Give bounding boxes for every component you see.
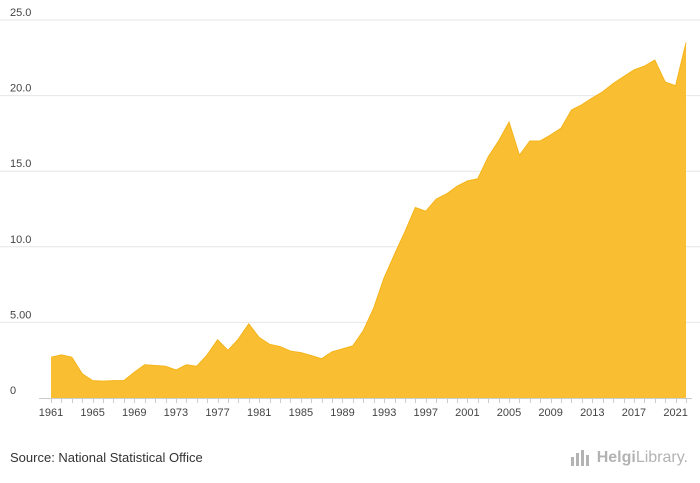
x-tick-label: 2013 — [580, 407, 604, 419]
x-tick-label: 2001 — [455, 407, 479, 419]
x-tick-label: 2005 — [497, 407, 521, 419]
helgi-library-logo: HelgiLibrary. — [570, 449, 688, 467]
series-line — [50, 42, 687, 382]
brand-bold: Helgi — [596, 449, 636, 466]
source-note: Source: National Statistical Office — [10, 450, 203, 465]
y-axis: 0 5.00 10.0 15.0 20.0 25.0 — [10, 7, 31, 397]
x-tick-label: 1961 — [39, 407, 63, 419]
x-axis: 1961 1965 1969 1973 1977 1981 1985 1989 1993 1997… — [39, 398, 692, 419]
x-tick-label: 2017 — [622, 407, 646, 419]
y-tick-label: 10.0 — [10, 234, 31, 246]
brand-rest: Library. — [635, 449, 688, 466]
x-tick-label: 1993 — [372, 407, 396, 419]
x-tick-label: 1981 — [247, 407, 271, 419]
x-tick-label: 1989 — [330, 407, 354, 419]
plot-area — [50, 42, 687, 399]
library-logo-icon — [570, 450, 593, 466]
y-tick-label: 15.0 — [10, 158, 31, 170]
x-tick-label: 1965 — [80, 407, 104, 419]
y-tick-label: 5.00 — [10, 309, 31, 321]
x-tick-label: 2009 — [538, 407, 562, 419]
x-tick-label: 1977 — [205, 407, 229, 419]
y-tick-label: 25.0 — [10, 7, 31, 19]
x-tick-label: 1969 — [122, 407, 146, 419]
x-tick-label: 2021 — [663, 407, 687, 419]
x-tick-label: 1985 — [289, 407, 313, 419]
series-area — [51, 42, 686, 399]
y-tick-label: 20.0 — [10, 83, 31, 95]
x-tick-label: 1973 — [164, 407, 188, 419]
y-tick-label: 0 — [10, 385, 16, 397]
x-tick-label: 1997 — [414, 407, 438, 419]
